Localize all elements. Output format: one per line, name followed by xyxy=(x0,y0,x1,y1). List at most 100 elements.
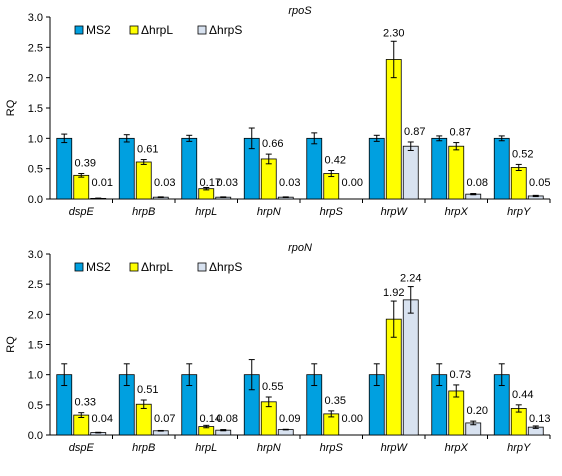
data-label-ΔhrpS: 0.00 xyxy=(342,413,363,425)
legend-swatch-MS2 xyxy=(74,25,84,35)
data-label-ΔhrpL: 0.39 xyxy=(75,157,96,169)
category-label: dspE xyxy=(69,206,95,218)
y-tick-label: 1.0 xyxy=(28,133,43,145)
category-label: hrpS xyxy=(320,442,344,454)
category-label: hrpW xyxy=(381,442,409,454)
bar-ΔhrpL-hrpY xyxy=(510,167,527,200)
bar-ΔhrpL-hrpS xyxy=(323,173,340,200)
bar-ΔhrpL-hrpX xyxy=(448,145,465,200)
legend-label: ΔhrpL xyxy=(141,23,173,37)
y-tick-label: 3.0 xyxy=(28,249,43,261)
y-tick-label: 2.5 xyxy=(28,42,43,54)
chart-panel-rpoS: 0.0 0.5 1.0 1.5 2.0 2.5 3.0 RQ rpoS dspE 0.39 0.01 h… xyxy=(5,5,551,218)
chart-title: rpoS xyxy=(288,5,312,17)
legend-swatch-ΔhrpS xyxy=(197,262,207,272)
category-label: hrpY xyxy=(507,442,531,454)
category-label: hrpX xyxy=(445,206,469,218)
y-tick-label: 1.5 xyxy=(28,103,43,115)
category-label: hrpN xyxy=(257,206,281,218)
bar-MS2-hrpX xyxy=(431,137,448,200)
data-label-ΔhrpS: 0.03 xyxy=(154,177,175,189)
bar-MS2-hrpW xyxy=(368,137,385,200)
data-label-ΔhrpL: 1.92 xyxy=(383,287,404,299)
legend-label: MS2 xyxy=(86,260,111,274)
data-label-ΔhrpL: 0.66 xyxy=(262,138,283,150)
y-axis-title: RQ xyxy=(5,336,17,353)
y-tick-label: 1.5 xyxy=(28,340,43,352)
y-tick-label: 0.0 xyxy=(28,194,43,206)
legend-label: ΔhrpS xyxy=(209,260,242,274)
data-label-ΔhrpL: 0.51 xyxy=(137,384,158,396)
category-label: hrpS xyxy=(320,206,344,218)
legend-label: MS2 xyxy=(86,23,111,37)
data-label-ΔhrpL: 0.33 xyxy=(75,397,96,409)
y-tick-label: 2.5 xyxy=(28,279,43,291)
data-label-ΔhrpS: 0.03 xyxy=(217,177,238,189)
bar-MS2-hrpB xyxy=(118,137,135,200)
y-tick-label: 2.0 xyxy=(28,73,43,85)
legend-swatch-MS2 xyxy=(74,262,84,272)
category-label: hrpY xyxy=(507,206,531,218)
category-label: hrpX xyxy=(445,442,469,454)
legend-label: ΔhrpL xyxy=(141,260,173,274)
bar-MS2-hrpY xyxy=(493,137,510,200)
category-label: dspE xyxy=(69,442,95,454)
bar-MS2-hrpS xyxy=(306,137,323,200)
category-label: hrpN xyxy=(257,442,281,454)
data-label-ΔhrpL: 0.44 xyxy=(512,389,533,401)
data-label-ΔhrpS: 0.08 xyxy=(467,177,488,189)
data-label-ΔhrpL: 0.35 xyxy=(325,395,346,407)
y-tick-label: 3.0 xyxy=(28,12,43,24)
y-tick-label: 2.0 xyxy=(28,309,43,321)
data-label-ΔhrpL: 0.17 xyxy=(200,177,221,189)
category-label: hrpB xyxy=(132,442,155,454)
data-label-ΔhrpL: 0.61 xyxy=(137,144,158,156)
bar-MS2-dspE xyxy=(56,137,73,200)
legend-swatch-ΔhrpL xyxy=(129,25,139,35)
data-label-ΔhrpL: 0.42 xyxy=(325,154,346,166)
bar-ΔhrpL-dspE xyxy=(73,174,90,200)
data-label-ΔhrpL: 2.30 xyxy=(383,27,404,39)
data-label-ΔhrpL: 0.14 xyxy=(200,413,221,425)
bar-ΔhrpL-hrpB xyxy=(135,161,152,200)
data-label-ΔhrpL: 0.87 xyxy=(450,127,471,139)
bar-ΔhrpL-dspE xyxy=(73,414,90,436)
data-label-ΔhrpS: 0.09 xyxy=(279,413,300,425)
category-label: hrpB xyxy=(132,206,155,218)
category-label: hrpW xyxy=(381,206,409,218)
data-label-ΔhrpS: 0.01 xyxy=(92,177,113,189)
bar-ΔhrpS-hrpN xyxy=(277,429,294,436)
category-label: hrpL xyxy=(195,206,217,218)
data-label-ΔhrpL: 0.73 xyxy=(450,369,471,381)
bar-ΔhrpS-hrpW xyxy=(402,145,419,200)
y-tick-label: 1.0 xyxy=(28,370,43,382)
data-label-ΔhrpL: 0.55 xyxy=(262,381,283,393)
data-label-ΔhrpS: 0.00 xyxy=(342,177,363,189)
data-label-ΔhrpS: 0.07 xyxy=(154,413,175,425)
legend-swatch-ΔhrpL xyxy=(129,262,139,272)
data-label-ΔhrpS: 2.24 xyxy=(400,273,421,285)
data-label-ΔhrpS: 0.03 xyxy=(279,177,300,189)
y-tick-label: 0.5 xyxy=(28,164,43,176)
data-label-ΔhrpS: 0.08 xyxy=(217,413,238,425)
data-label-ΔhrpS: 0.87 xyxy=(404,126,425,138)
y-axis-title: RQ xyxy=(5,99,17,116)
bar-ΔhrpL-hrpW xyxy=(385,59,402,200)
bar-ΔhrpS-hrpW xyxy=(402,299,419,436)
y-tick-label: 0.5 xyxy=(28,400,43,412)
legend-swatch-ΔhrpS xyxy=(197,25,207,35)
data-label-ΔhrpS: 0.20 xyxy=(467,405,488,417)
data-label-ΔhrpS: 0.04 xyxy=(92,413,113,425)
legend-label: ΔhrpS xyxy=(209,23,242,37)
y-tick-label: 0.0 xyxy=(28,430,43,442)
data-label-ΔhrpS: 0.13 xyxy=(529,413,550,425)
bar-ΔhrpL-hrpX xyxy=(448,390,465,436)
bar-ΔhrpL-hrpN xyxy=(260,158,277,200)
bar-MS2-hrpL xyxy=(181,137,198,200)
chart-title: rpoN xyxy=(288,242,312,254)
chart-panel-rpoN: 0.0 0.5 1.0 1.5 2.0 2.5 3.0 RQ rpoN dspE 0.33 0.04 h… xyxy=(5,242,551,454)
category-label: hrpL xyxy=(195,442,217,454)
data-label-ΔhrpS: 0.05 xyxy=(529,177,550,189)
